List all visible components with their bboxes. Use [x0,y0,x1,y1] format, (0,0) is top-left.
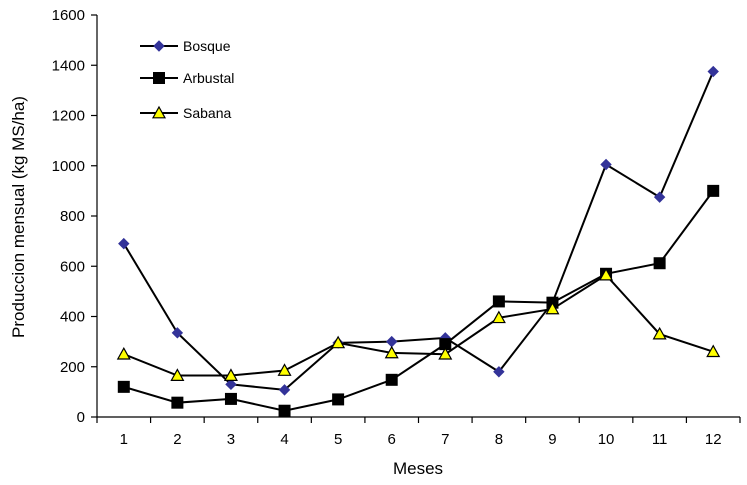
data-point-sabana [277,363,292,376]
series-arbustal [117,184,720,417]
data-point-bosque [707,65,719,78]
x-tick-label: 12 [705,431,722,448]
data-point-bosque [278,384,291,396]
x-tick-label: 10 [598,431,615,448]
x-tick-label: 1 [120,431,128,448]
series-line-arbustal [123,190,715,412]
data-point-sabana [384,345,399,359]
x-tick-label: 2 [173,431,181,448]
x-tick-label: 9 [548,431,556,448]
x-tick-label: 5 [334,431,342,448]
y-tick-label: 0 [77,409,85,426]
data-point-arbustal [707,184,720,197]
data-point-sabana [170,368,185,381]
x-tick-label: 8 [495,431,503,448]
x-tick-label: 4 [280,431,288,448]
data-point-sabana [652,326,667,340]
y-tick-label: 1200 [52,108,85,125]
legend-label-sabana: Sabana [183,105,231,121]
y-tick-label: 400 [60,309,85,326]
data-point-sabana [706,344,721,358]
legend-marker-arbustal [153,72,165,84]
x-tick-label: 11 [652,431,668,448]
legend-label-bosque: Bosque [183,38,231,54]
x-axis-title: Meses [393,459,443,478]
series-layer [116,65,721,417]
y-tick-label: 800 [60,208,85,225]
legend-item-arbustal: Arbustal [140,70,234,86]
data-point-arbustal [492,295,505,308]
data-point-arbustal [117,380,130,393]
data-point-bosque [386,335,398,348]
data-point-arbustal [653,257,666,270]
data-point-arbustal [332,393,345,406]
y-tick-label: 600 [60,258,85,275]
data-point-bosque [118,237,130,250]
y-tick-label: 1000 [52,158,85,175]
data-point-bosque [171,327,184,339]
legend-item-sabana: Sabana [140,105,231,121]
legend-item-bosque: Bosque [140,38,231,54]
y-tick-label: 1400 [52,57,85,74]
data-point-sabana [438,346,453,360]
data-point-sabana [545,301,560,315]
data-point-arbustal [278,404,291,417]
data-point-bosque [225,378,237,391]
data-point-sabana [599,267,614,281]
data-point-arbustal [224,392,237,405]
data-point-bosque [600,158,612,171]
x-tick-label: 6 [388,431,396,448]
y-tick-label: 200 [60,359,85,376]
y-tick-label: 1600 [52,7,85,24]
legend: Bosque Arbustal Sabana [140,38,234,121]
data-point-sabana [491,310,506,324]
data-point-bosque [493,366,505,378]
series-sabana [116,267,721,381]
y-axis-title: Produccion mensual (kg MS/ha) [9,96,28,338]
data-point-sabana [331,335,346,349]
legend-label-arbustal: Arbustal [183,70,234,86]
legend-marker-bosque [153,40,165,52]
x-tick-label: 7 [441,431,449,448]
data-point-arbustal [385,373,398,386]
data-point-bosque [653,191,666,203]
legend-marker-sabana [151,105,167,119]
series-line-sabana [123,273,714,377]
x-tick-label: 3 [227,431,235,448]
data-point-sabana [223,368,238,381]
data-point-sabana [116,346,131,360]
data-point-arbustal [171,396,184,409]
